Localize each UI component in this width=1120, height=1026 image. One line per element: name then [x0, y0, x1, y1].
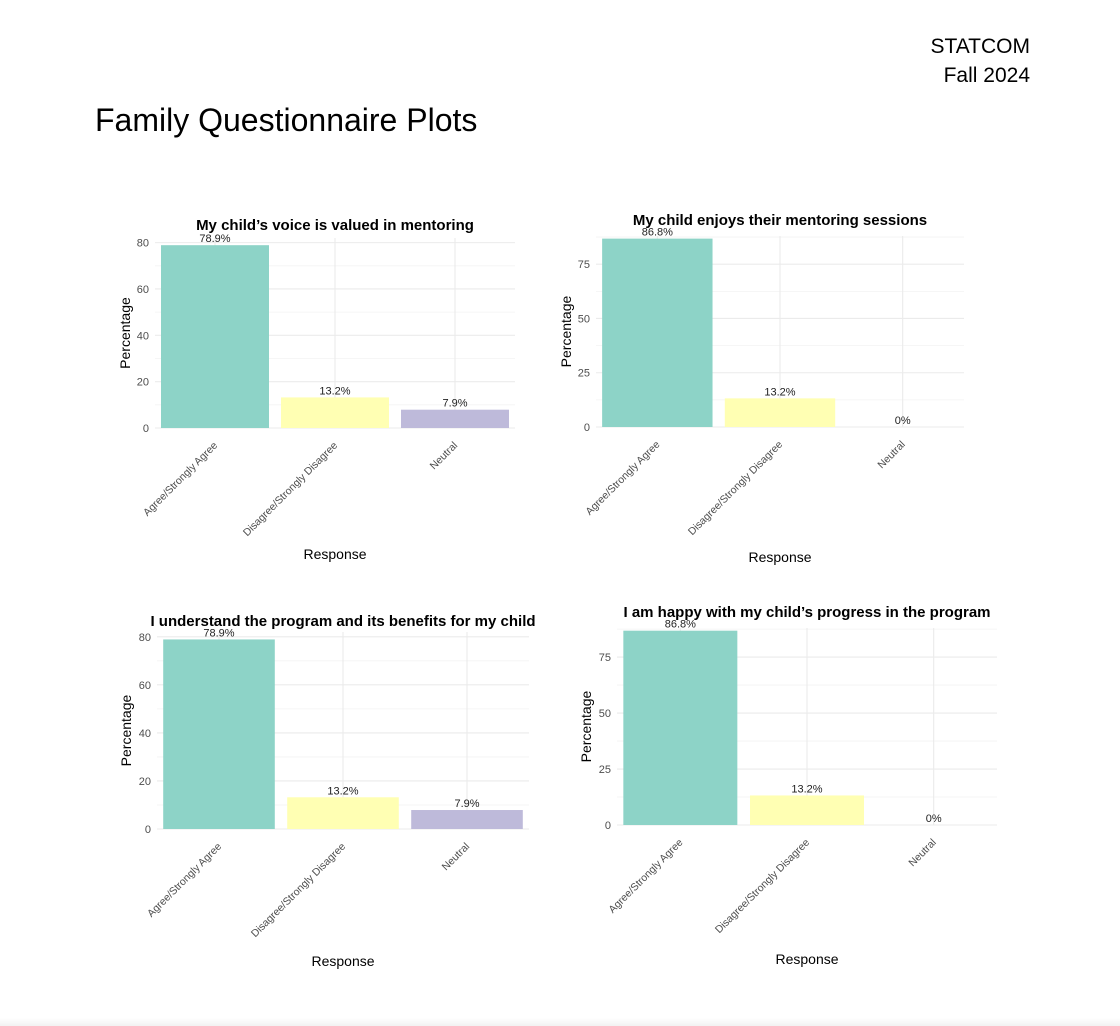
x-axis-label: Response [311, 953, 374, 969]
y-tick-label: 0 [143, 423, 149, 435]
bar [623, 630, 738, 825]
y-tick-label: 75 [578, 259, 590, 271]
x-tick-label: Neutral [906, 837, 938, 869]
x-tick-label: Agree/Strongly Agree [606, 837, 685, 916]
bar [281, 397, 389, 428]
y-tick-label: 40 [137, 330, 149, 342]
bar [287, 797, 399, 829]
chart-title: My child’s voice is valued in mentoring [196, 217, 474, 234]
x-axis-label: Response [748, 549, 811, 565]
y-tick-label: 75 [599, 652, 611, 664]
y-tick-label: 40 [139, 728, 151, 740]
data-label: 7.9% [442, 398, 467, 410]
y-axis-label: Percentage [578, 690, 594, 762]
data-label: 86.8% [665, 619, 696, 631]
data-label: 13.2% [327, 785, 358, 797]
x-tick-label: Disagree/Strongly Disagree [713, 837, 812, 936]
term-label: Fall 2024 [943, 64, 1030, 87]
y-axis-label: Percentage [117, 297, 133, 369]
data-label: 13.2% [791, 783, 822, 795]
y-tick-label: 80 [139, 632, 151, 644]
y-tick-label: 0 [584, 422, 590, 434]
y-tick-label: 20 [137, 377, 149, 389]
y-tick-label: 20 [139, 776, 151, 788]
y-tick-label: 0 [145, 824, 151, 836]
data-label: 78.9% [199, 233, 230, 245]
x-axis-label: Response [775, 951, 838, 967]
y-tick-label: 50 [578, 313, 590, 325]
bar [401, 409, 509, 428]
chart-title: I am happy with my child’s progress in t… [623, 604, 990, 621]
bar [724, 398, 836, 427]
y-tick-label: 0 [605, 820, 611, 832]
bar [161, 245, 269, 428]
y-tick-label: 80 [137, 238, 149, 250]
y-tick-label: 60 [139, 680, 151, 692]
data-label: 78.9% [203, 627, 234, 639]
y-axis-label: Percentage [118, 694, 134, 766]
bar [602, 238, 713, 427]
data-label: 7.9% [454, 798, 479, 810]
chart-title: I understand the program and its benefit… [150, 613, 535, 630]
data-label: 0% [926, 813, 942, 825]
bar [411, 810, 523, 829]
data-label: 13.2% [764, 386, 795, 398]
data-label: 0% [895, 415, 911, 427]
bar [750, 795, 864, 825]
chart-title: My child enjoys their mentoring sessions [633, 212, 927, 229]
y-tick-label: 25 [578, 368, 590, 380]
y-tick-label: 50 [599, 708, 611, 720]
y-tick-label: 25 [599, 764, 611, 776]
page-header-right: STATCOM Fall 2024 [930, 32, 1030, 90]
data-label: 13.2% [319, 385, 350, 397]
y-tick-label: 60 [137, 284, 149, 296]
y-axis-label: Percentage [558, 295, 574, 367]
page-bottom-edge [0, 1018, 1120, 1026]
page-title: Family Questionnaire Plots [95, 102, 478, 138]
bar [163, 639, 275, 829]
org-name: STATCOM [930, 35, 1030, 58]
data-label: 86.8% [642, 227, 673, 239]
x-axis-label: Response [303, 546, 366, 562]
